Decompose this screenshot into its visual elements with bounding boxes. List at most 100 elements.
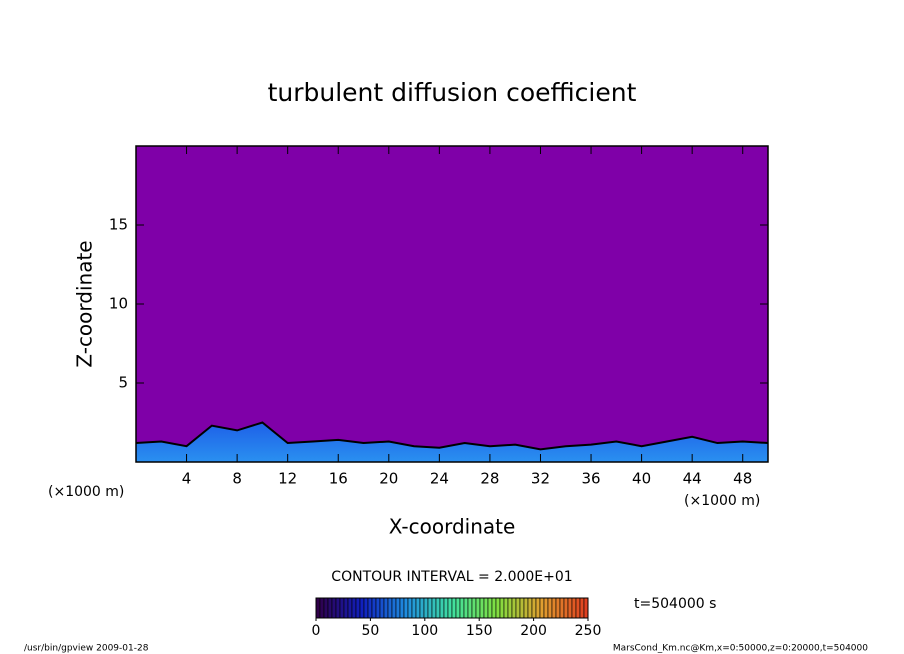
colorbar-stripe [483,597,489,619]
colorbar-stripe [499,597,505,619]
y-axis-label: Z-coordinate [73,240,97,367]
colorbar-stripe [359,597,365,619]
colorbar-stripe [583,597,589,619]
x-tick-label: 40 [632,470,651,488]
colorbar-stripe [491,597,497,619]
colorbar-stripe [475,597,481,619]
colorbar-stripe [379,597,385,619]
time-label: t=504000 s [634,596,716,612]
footer-right: MarsCond_Km.nc@Km,x=0:50000,z=0:20000,t=… [613,644,868,654]
colorbar-tick-label: 250 [575,623,602,639]
x-tick-label: 8 [232,470,242,488]
contour-interval: CONTOUR INTERVAL = 2.000E+01 [331,569,572,585]
colorbar-stripe [339,597,345,619]
colorbar-stripe [419,597,425,619]
colorbar-stripe [547,597,553,619]
colorbar-stripe [407,597,413,619]
colorbar-stripe [487,597,493,619]
colorbar-stripe [495,597,501,619]
colorbar-stripe [503,597,509,619]
colorbar-stripe [399,597,405,619]
colorbar-stripe [335,597,341,619]
colorbar-stripe [315,597,321,619]
x-tick-label: 12 [278,470,297,488]
colorbar-stripe [375,597,381,619]
colorbar-stripe [355,597,361,619]
colorbar-stripe [559,597,565,619]
colorbar-stripe [331,597,337,619]
y-tick-label: 15 [109,216,128,234]
colorbar-stripe [363,597,369,619]
colorbar-stripe [507,597,513,619]
footer-left: /usr/bin/gpview 2009-01-28 [24,644,149,654]
colorbar-stripe [347,597,353,619]
colorbar-stripe [423,597,429,619]
turbulent-layer [136,422,768,462]
colorbar-stripe [371,597,377,619]
x-tick-label: 16 [329,470,348,488]
colorbar-frame [315,597,589,619]
colorbar-stripe [519,597,525,619]
colorbar-stripe [555,597,561,619]
colorbar-stripe [431,597,437,619]
x-tick-label: 20 [379,470,398,488]
colorbar-stripe [511,597,517,619]
colorbar-stripe [539,597,545,619]
colorbar-stripe [543,597,549,619]
colorbar-stripe [391,597,397,619]
colorbar-stripe [415,597,421,619]
colorbar-tick-label: 200 [520,623,547,639]
colorbar-tick-label: 50 [361,623,379,639]
colorbar-stripe [395,597,401,619]
colorbar-stripe [319,597,325,619]
x-tick-label: 24 [430,470,449,488]
colorbar-stripe [411,597,417,619]
x-tick-label: 28 [480,470,499,488]
colorbar-stripe [343,597,349,619]
colorbar-stripe [471,597,477,619]
colorbar-stripe [367,597,373,619]
colorbar-stripe [427,597,433,619]
colorbar-stripe [527,597,533,619]
colorbar-stripe [383,597,389,619]
colorbar-stripe [443,597,449,619]
colorbar-stripe [447,597,453,619]
chart-title: turbulent diffusion coefficient [268,78,637,107]
layer-contour [135,421,769,451]
colorbar-stripe [463,597,469,619]
x-tick-label: 4 [182,470,192,488]
colorbar-stripe [575,597,581,619]
colorbar-stripe [531,597,537,619]
colorbar-stripe [579,597,585,619]
colorbar-stripe [459,597,465,619]
colorbar-stripe [515,597,521,619]
y-tick-label: 10 [109,295,128,313]
x-tick-label: 48 [733,470,752,488]
colorbar-stripe [567,597,573,619]
colorbar-stripe [323,597,329,619]
plot-background [136,146,768,462]
colorbar-stripe [439,597,445,619]
x-tick-label: 32 [531,470,550,488]
x-axis-label: X-coordinate [389,515,516,539]
colorbar-stripe [479,597,485,619]
colorbar-stripe [387,597,393,619]
colorbar-stripe [451,597,457,619]
colorbar-stripe [535,597,541,619]
colorbar-stripe [551,597,557,619]
y-unit: (×1000 m) [48,484,124,500]
colorbar-stripe [467,597,473,619]
colorbar-stripe [563,597,569,619]
y-tick-label: 5 [118,374,128,392]
colorbar-tick-label: 100 [411,623,438,639]
x-tick-label: 44 [683,470,702,488]
colorbar-stripe [351,597,357,619]
x-tick-label: 36 [581,470,600,488]
colorbar-stripe [327,597,333,619]
colorbar-stripe [523,597,529,619]
x-unit: (×1000 m) [684,493,760,509]
colorbar-tick-label: 0 [312,623,321,639]
colorbar-stripe [571,597,577,619]
colorbar-stripe [435,597,441,619]
